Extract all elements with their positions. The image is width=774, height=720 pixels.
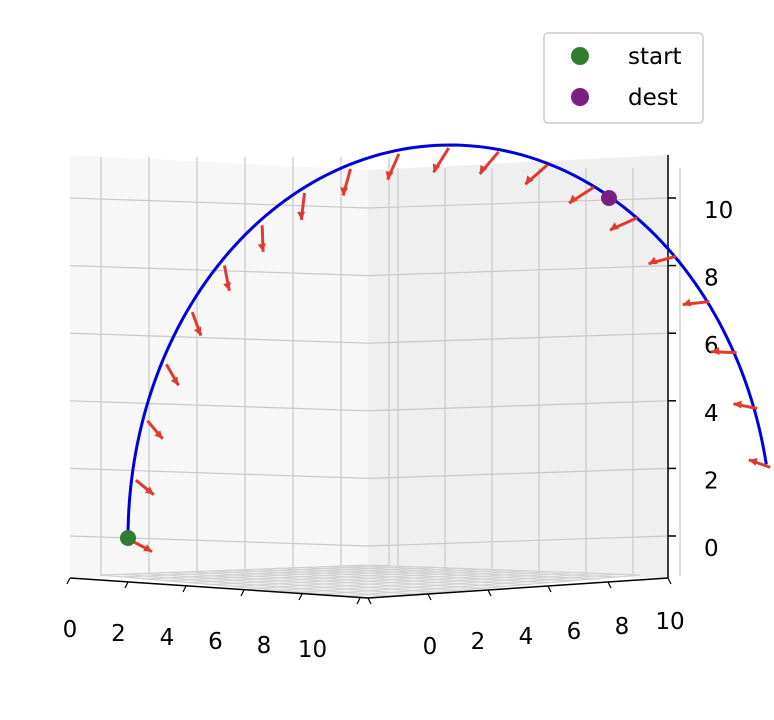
grid-line-z (69, 535, 369, 547)
path-series (126, 143, 768, 539)
vector-arrow-head (223, 281, 231, 291)
y-tick-label: 8 (615, 614, 630, 640)
grid-line-z (367, 332, 669, 344)
vector-arrow-head (143, 544, 153, 552)
legend: start dest (543, 32, 704, 124)
floor-grid-line (323, 572, 595, 595)
x-axis-line (69, 577, 369, 599)
floor-grid-line (367, 574, 641, 599)
vector-arrow-head (648, 256, 658, 265)
vector-arrow-head (733, 400, 742, 409)
floor-grid-line (345, 573, 618, 597)
y-tick-mark (667, 577, 672, 585)
grid-line-z (367, 467, 669, 479)
x-tick-label: 6 (208, 629, 223, 655)
y-tick-mark (607, 581, 612, 589)
y-tick-labels: 0 2 4 6 8 10 (423, 609, 685, 660)
y-tick-label: 0 (423, 634, 438, 660)
x-tick-label: 8 (257, 633, 272, 659)
x-tick-mark (356, 597, 361, 605)
y-axis-line (367, 577, 669, 599)
trajectory-line (126, 143, 768, 539)
x-tick-mark (66, 577, 71, 585)
vector-arrow-head (257, 243, 266, 252)
vector-arrow-head (145, 486, 154, 495)
start-marker (120, 530, 136, 546)
z-tick-label: 10 (704, 198, 733, 224)
grid-line-z (367, 535, 669, 547)
x-tick-mark (182, 585, 187, 593)
x-tick-labels: 0 2 4 6 8 10 (63, 617, 327, 663)
vector-arrow-head (340, 187, 349, 196)
y-tick-mark (367, 597, 372, 605)
vector-arrow-head (154, 430, 163, 439)
y-tick-label: 6 (567, 619, 582, 645)
right-wall (368, 155, 668, 578)
vector-arrow-head (170, 376, 179, 386)
x-tick-label: 10 (298, 637, 327, 663)
dest-marker (601, 190, 617, 206)
grid-line-z (367, 197, 669, 209)
vector-arrow-head (711, 346, 720, 355)
grid-line-z (69, 400, 369, 412)
z-tick-label: 0 (704, 536, 719, 562)
z-tick-label: 6 (704, 333, 719, 359)
vector-arrow-head (682, 298, 692, 307)
x-tick-mark (124, 581, 129, 589)
vector-arrows (131, 147, 771, 553)
legend-start-label: start (628, 44, 682, 70)
axes (66, 155, 676, 605)
vector-arrow-head (193, 326, 202, 336)
vector-arrow-head (748, 457, 758, 466)
endpoint-markers (120, 190, 617, 546)
y-tick-mark (427, 593, 432, 601)
x-tick-label: 0 (63, 617, 78, 643)
grid-line-z (69, 265, 369, 277)
x-tick-label: 4 (160, 625, 175, 651)
grid-line-z (69, 467, 369, 479)
vector-arrow-head (609, 222, 619, 231)
y-tick-mark (547, 585, 552, 593)
floor-grid-line (367, 564, 641, 576)
vector-arrow-head (432, 163, 441, 173)
floor-grid-line (345, 565, 618, 578)
y-tick-mark (487, 589, 492, 597)
vector-arrow-head (569, 194, 578, 204)
vector-arrow-head (525, 175, 534, 185)
grid-line-z (69, 197, 369, 209)
y-tick-label: 4 (519, 624, 534, 650)
z-tick-labels: 0 2 4 6 8 10 (704, 198, 733, 562)
y-tick-label: 2 (471, 629, 486, 655)
vector-arrow-head (385, 170, 394, 180)
z-tick-label: 4 (704, 401, 719, 427)
y-tick-label: 10 (655, 609, 684, 635)
vector-arrow-head (479, 164, 488, 174)
legend-dest-marker (571, 88, 589, 106)
left-wall (70, 155, 368, 578)
x-tick-label: 2 (111, 621, 126, 647)
vector-arrow-head (297, 211, 306, 220)
legend-start-marker (571, 47, 589, 65)
grid-line-z (367, 265, 669, 277)
z-tick-label: 8 (704, 266, 719, 292)
grid-lines (69, 157, 681, 576)
z-tick-label: 2 (704, 468, 719, 494)
x-tick-mark (298, 593, 303, 601)
x-tick-mark (240, 589, 245, 597)
grid-line-z (69, 332, 369, 344)
legend-dest-label: dest (628, 85, 678, 111)
floor-grid (99, 564, 641, 599)
grid-line-z (367, 400, 669, 412)
